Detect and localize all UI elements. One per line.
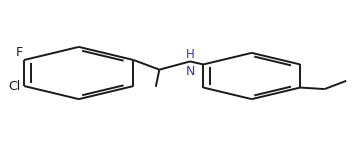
Text: H: H bbox=[185, 48, 194, 61]
Text: F: F bbox=[15, 46, 23, 59]
Text: Cl: Cl bbox=[8, 80, 21, 93]
Text: N: N bbox=[185, 65, 195, 78]
